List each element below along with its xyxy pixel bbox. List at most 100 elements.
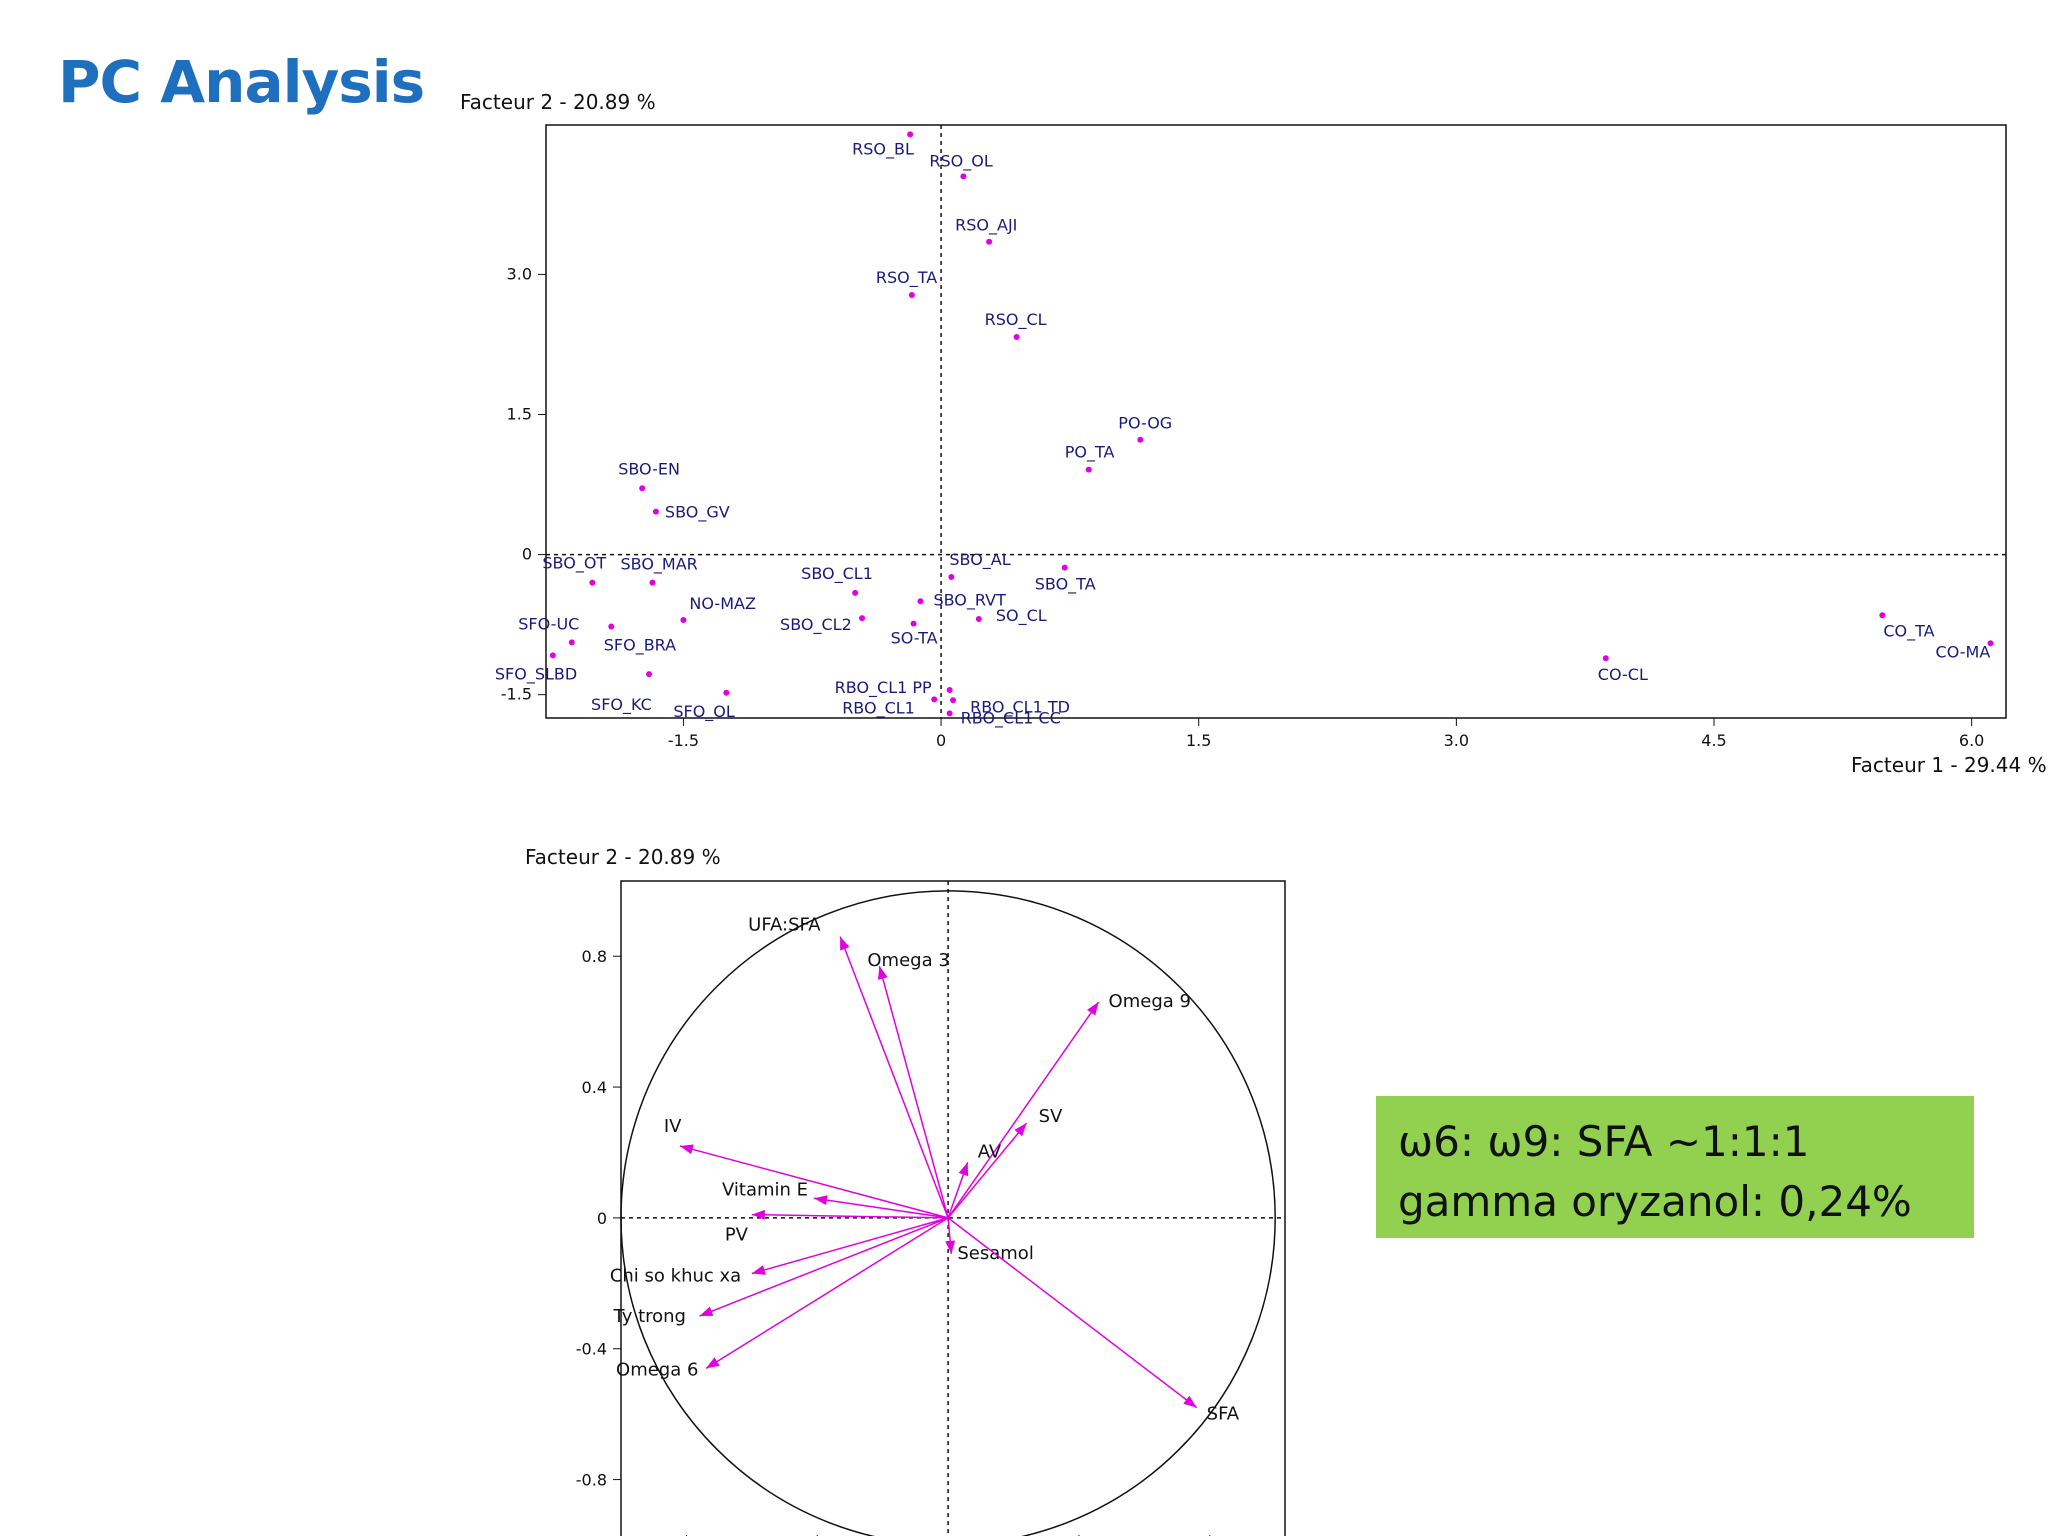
data-point-label: SFO_SLBD [495, 664, 577, 684]
data-point-label: RBO_CL1 [842, 698, 915, 718]
arrow-head [878, 966, 888, 980]
data-point [646, 671, 653, 678]
variable-label: Chi so khuc xa [610, 1266, 741, 1287]
data-point [917, 598, 924, 605]
y-tick-label: 0.4 [582, 1078, 607, 1097]
data-point-label: SBO_OT [542, 554, 606, 574]
data-point-label: PO-OG [1118, 414, 1172, 433]
data-point [1879, 612, 1886, 619]
data-point-label: PO_TA [1065, 443, 1115, 463]
data-point-label: SO_CL [996, 606, 1047, 626]
loading-arrow [751, 1217, 949, 1275]
loading-arrow [947, 1217, 1198, 1409]
data-point-label: SBO-EN [618, 459, 680, 478]
data-point [986, 238, 993, 245]
variable-label: Vitamin E [722, 1179, 808, 1200]
data-point-label: CO_TA [1883, 621, 1934, 641]
variable-label: IV [664, 1116, 682, 1137]
variable-label: Omega 6 [616, 1359, 698, 1380]
data-point-label: NO-MAZ [689, 594, 756, 613]
data-point-label: SBO_RVT [933, 590, 1006, 610]
loading-arrow [839, 936, 949, 1219]
data-point [1137, 436, 1144, 443]
arrow-head [813, 1195, 828, 1206]
plot-frame [620, 880, 1286, 1536]
data-point [931, 696, 938, 703]
y-axis-label: Facteur 2 - 20.89 % [460, 90, 656, 114]
slide-title: PC Analysis [58, 48, 425, 116]
loading-arrow [947, 1001, 1100, 1219]
data-point-label: SBO_CL1 [801, 564, 873, 584]
y-tick-label: 0 [522, 545, 532, 564]
variable-label: SFA [1207, 1404, 1240, 1425]
data-point-label: RSO_TA [876, 268, 937, 288]
data-point [1061, 564, 1068, 571]
variable-label: AV [978, 1141, 1002, 1162]
arrow-head [840, 936, 850, 951]
data-point-label: RSO_OL [929, 151, 992, 171]
loading-arrow [947, 1122, 1028, 1219]
data-point [568, 639, 575, 646]
data-point [859, 615, 866, 622]
data-point-label: SFO_OL [673, 702, 735, 722]
variable-label: SV [1039, 1106, 1063, 1127]
data-point-label: SBO_CL2 [780, 615, 852, 635]
loading-arrow [705, 1217, 949, 1370]
data-point-label: RBO_CL1 CC [961, 708, 1061, 728]
arrow-head [679, 1144, 694, 1155]
y-tick-label: -1.5 [501, 685, 532, 704]
loading-arrow [679, 1145, 949, 1219]
x-tick-label: 6.0 [1959, 731, 1984, 750]
data-point-label: CO-CL [1598, 665, 1648, 684]
data-point-label: RSO_BL [852, 139, 914, 159]
data-point [908, 291, 915, 298]
variable-label: Omega 3 [867, 950, 949, 971]
data-point [639, 485, 646, 492]
variable-label: PV [725, 1225, 749, 1246]
y-tick-label: 3.0 [507, 264, 532, 283]
data-point [549, 652, 556, 659]
loading-arrow [878, 965, 949, 1219]
data-point [946, 710, 953, 717]
data-point [608, 623, 615, 630]
arrow-head [945, 1240, 956, 1254]
data-point [975, 616, 982, 623]
plot-frame [545, 124, 2007, 719]
x-tick-label: -1.5 [668, 731, 699, 750]
data-point-label: SBO_TA [1035, 575, 1096, 595]
x-tick-label: 1.5 [1186, 731, 1211, 750]
y-tick-label: 0 [597, 1209, 607, 1228]
data-point [1013, 333, 1020, 340]
arrow-head [1014, 1123, 1027, 1137]
data-point [907, 131, 914, 138]
loading-arrow [751, 1213, 949, 1219]
note-box: ω6: ω9: SFA ~1:1:1 gamma oryzanol: 0,24% [1376, 1096, 1974, 1238]
x-tick-label: 4.5 [1701, 731, 1726, 750]
data-point [852, 589, 859, 596]
y-tick-label: 0.8 [582, 947, 607, 966]
x-tick-label: 0 [936, 731, 946, 750]
x-axis-label: Facteur 1 - 29.44 % [1851, 753, 2047, 777]
variable-label: UFA:SFA [748, 915, 821, 936]
arrow-head [1183, 1395, 1197, 1408]
pca-individuals-chart: -1.5 0 1.5 3.0 4.5 6.0 -1.5 0 1.5 3.0 Facteur 2 - … [460, 90, 2047, 777]
loading-arrow [813, 1197, 949, 1219]
data-point-label: SBO_MAR [620, 555, 697, 575]
data-point [680, 616, 687, 623]
arrow-head [699, 1306, 714, 1317]
arrow-head [1087, 1002, 1099, 1016]
arrow-head [751, 1265, 766, 1275]
arrow-head [751, 1209, 765, 1220]
data-point [649, 579, 656, 586]
y-tick-label: 1.5 [507, 404, 532, 423]
x-tick-label: 3.0 [1444, 731, 1469, 750]
arrow-head [958, 1162, 969, 1177]
data-point-label: RBO_CL1 PP [835, 678, 932, 698]
data-point [960, 173, 967, 180]
data-point [589, 579, 596, 586]
data-point-label: RSO_AJI [955, 216, 1017, 236]
note-line-oryzanol: gamma oryzanol: 0,24% [1398, 1177, 1912, 1226]
data-point [948, 573, 955, 580]
data-point [910, 620, 917, 627]
variable-label: Ty trong [613, 1306, 686, 1327]
